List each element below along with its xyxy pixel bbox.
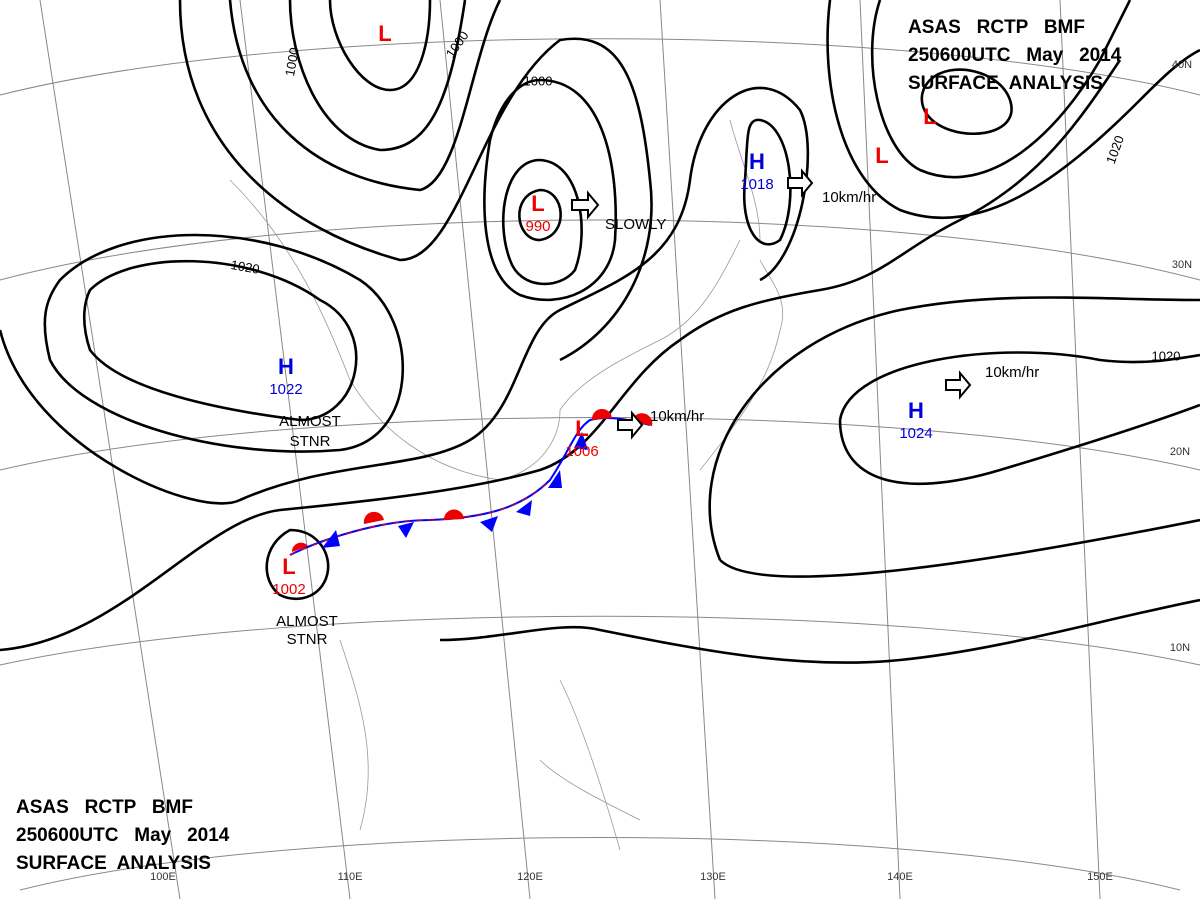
motion-label: 10km/hr (822, 189, 876, 206)
latitude-label: 30N (1172, 259, 1192, 271)
center-value: 1022 (269, 381, 302, 398)
latitude-label: 20N (1170, 446, 1190, 458)
longitude-label: 130E (700, 871, 726, 883)
center-symbol: H (908, 398, 924, 423)
latitude-label: 40N (1172, 59, 1192, 71)
center-value: 1024 (899, 425, 932, 442)
center-symbol: L (875, 143, 888, 168)
header-line: SURFACE ANALYSIS (16, 853, 211, 874)
coastlines (229, 119, 784, 851)
isobars (0, 0, 1200, 664)
longitude-label: 100E (150, 871, 176, 883)
center-symbol: L (282, 554, 295, 579)
center-symbol: L (575, 416, 588, 441)
latitude-label: 10N (1170, 642, 1190, 654)
isobar-label: 1020 (1152, 348, 1181, 363)
header-line: 250600UTC May 2014 (16, 825, 230, 846)
labels: ASAS RCTP BMF 250600UTC May 2014 SURFACE A… (16, 17, 1192, 883)
isobar-label: 1000 (524, 73, 553, 88)
longitude-label: 110E (338, 871, 363, 883)
longitude-label: 140E (887, 871, 913, 883)
motion-label: STNR (290, 433, 331, 450)
header-line: ASAS RCTP BMF (908, 17, 1085, 38)
motion-label: STNR (287, 631, 328, 648)
center-symbol: L (378, 21, 391, 46)
center-symbol: H (749, 149, 765, 174)
motion-label: ALMOST (276, 613, 338, 630)
center-value: 990 (525, 218, 550, 235)
motion-label: ALMOST (279, 413, 341, 430)
center-symbol: L (531, 191, 544, 216)
center-value: 1006 (565, 443, 598, 460)
motion-label: 10km/hr (650, 408, 704, 425)
center-symbol: H (278, 354, 294, 379)
header-line: ASAS RCTP BMF (16, 797, 193, 818)
isobar-label: 1000 (282, 46, 302, 77)
front (289, 408, 653, 556)
header-line: SURFACE ANALYSIS (908, 73, 1103, 94)
center-symbol: L (923, 104, 936, 129)
center-value: 1002 (272, 581, 305, 598)
motion-label: SLOWLY (605, 216, 666, 233)
header-line: 250600UTC May 2014 (908, 45, 1122, 66)
longitude-label: 120E (517, 871, 543, 883)
motion-label: 10km/hr (985, 364, 1039, 381)
motion-arrows (571, 168, 972, 440)
isobar-label: 1020 (230, 257, 261, 277)
center-value: 1018 (740, 176, 773, 193)
longitude-label: 150E (1087, 871, 1113, 883)
